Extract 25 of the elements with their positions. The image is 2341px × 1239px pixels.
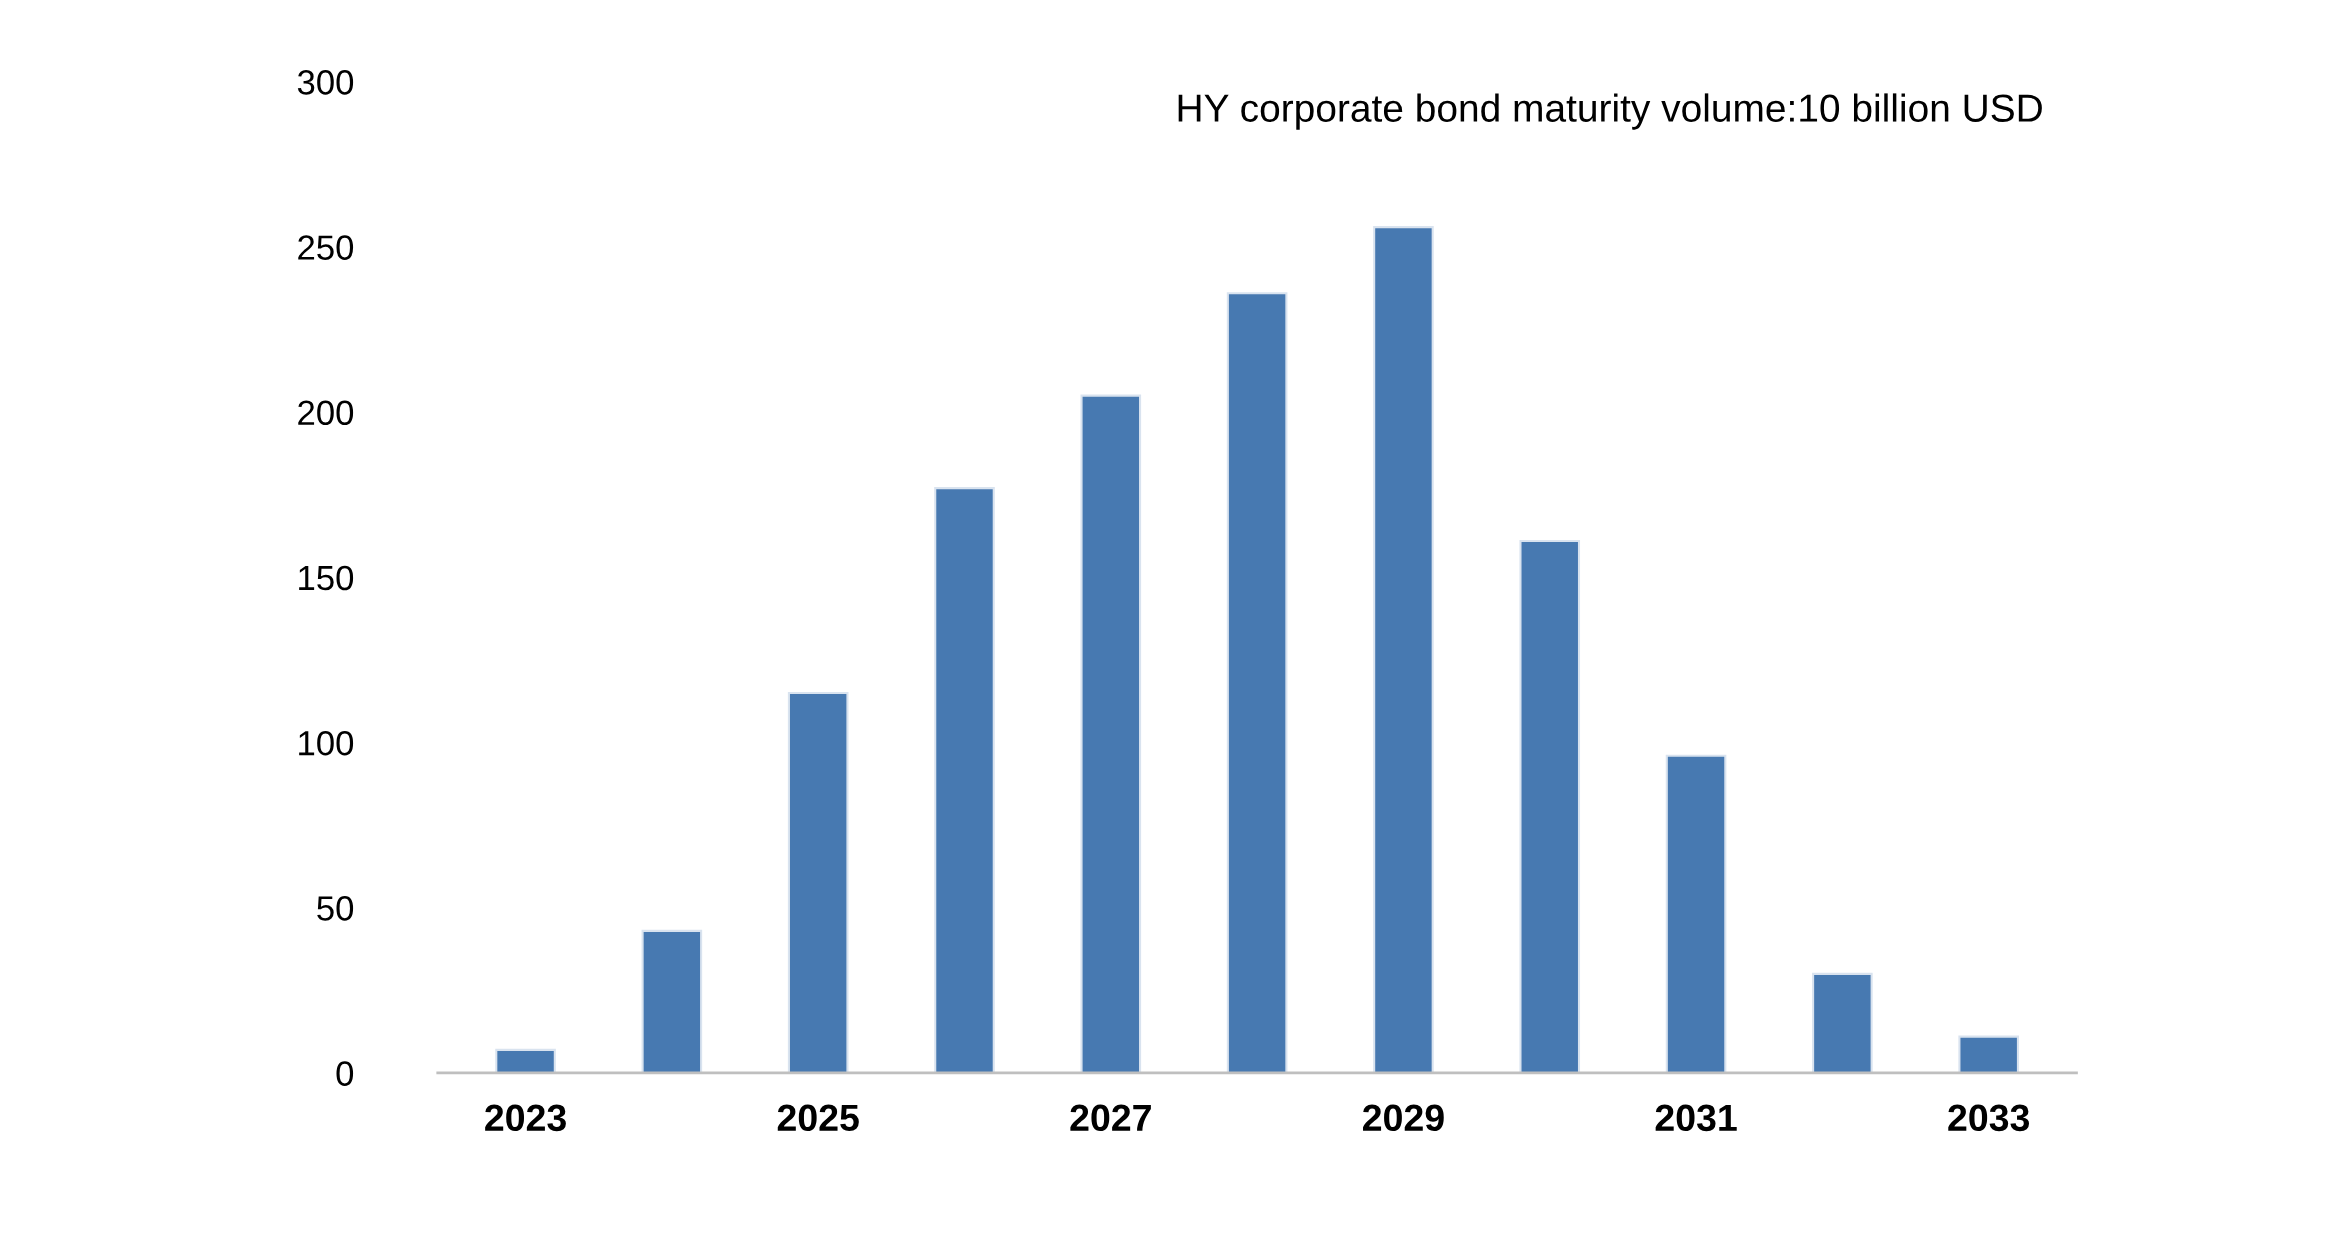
- bar: [934, 487, 995, 1073]
- y-tick-label: 250: [298, 235, 354, 260]
- x-tick-label: 2031: [1655, 1104, 1737, 1132]
- x-tick-label: 2029: [1363, 1104, 1444, 1132]
- y-tick-label: 100: [299, 730, 354, 756]
- bar: [1812, 972, 1873, 1073]
- bar: [1226, 292, 1288, 1073]
- x-tick-label: 2023: [485, 1104, 566, 1132]
- bar: [641, 929, 703, 1073]
- y-tick-label: 300: [297, 70, 354, 95]
- bar: [1519, 539, 1581, 1073]
- x-tick-label: 2033: [1948, 1104, 2030, 1132]
- y-tick-label: 200: [298, 400, 354, 426]
- bar: [495, 1048, 556, 1073]
- bar: [787, 691, 849, 1073]
- bar: [1080, 394, 1142, 1073]
- x-tick-label: 2027: [1070, 1104, 1151, 1132]
- chart-title: HY corporate bond maturity volume:10 billion USD: [1178, 93, 2042, 130]
- bar: [1958, 1035, 2019, 1073]
- bar: [1665, 754, 1727, 1073]
- y-tick-label: 0: [336, 1061, 354, 1086]
- x-tick-label: 2025: [777, 1104, 859, 1132]
- bar: [1373, 226, 1434, 1073]
- y-tick-label: 50: [317, 896, 354, 921]
- y-tick-label: 150: [299, 565, 354, 591]
